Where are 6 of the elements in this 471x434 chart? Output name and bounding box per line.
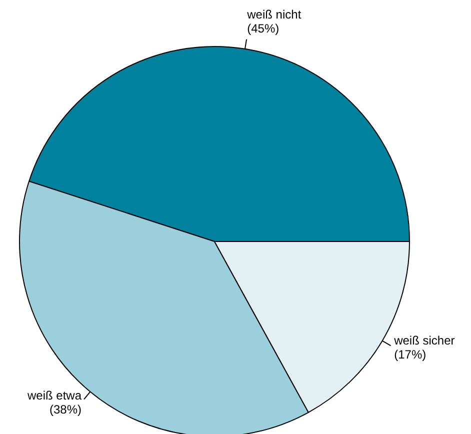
slice-label: weiß sicher: [393, 334, 455, 348]
data-label: (45%): [247, 21, 280, 36]
data-label: (17%): [394, 348, 426, 362]
slice-label: weiß nicht: [246, 7, 302, 22]
slice-label: weiß etwa: [26, 388, 82, 402]
data-label: (38%): [49, 402, 82, 416]
